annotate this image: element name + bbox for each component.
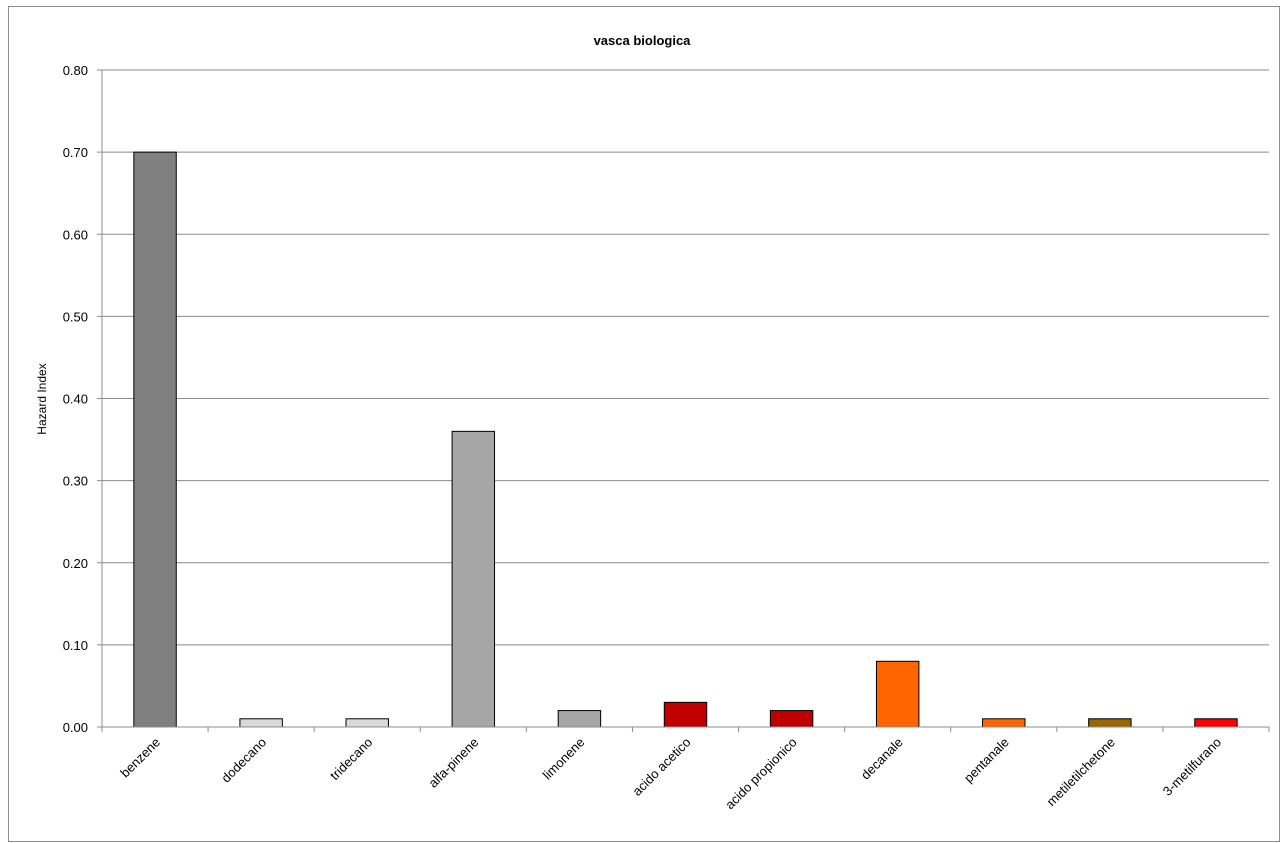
tick-labels: 0.00 0.10 0.20 0.30 0.40 0.50 0.60 0.70 0.80 benz… <box>63 63 1224 812</box>
x-tick-label: benzene <box>117 735 163 781</box>
x-tick-label: 3-metilfurano <box>1160 735 1224 799</box>
bar <box>451 430 496 728</box>
bars <box>133 151 1238 728</box>
bar <box>663 701 708 728</box>
bar <box>982 718 1026 728</box>
bar <box>345 718 389 728</box>
y-tick-label: 0.20 <box>63 556 88 571</box>
y-tick-label: 0.50 <box>63 309 88 324</box>
x-tick-label: dodecano <box>218 735 269 786</box>
x-tick-label: acido acetico <box>629 735 693 799</box>
x-tick-label: pentanale <box>961 735 1012 786</box>
bar <box>239 718 283 728</box>
x-tick-label: decanale <box>858 735 906 783</box>
y-axis-title: Hazard Index <box>35 363 49 434</box>
chart-title: vasca biologica <box>594 33 692 48</box>
x-tick-label: limonene <box>540 735 588 783</box>
bar <box>1088 718 1132 728</box>
bar <box>557 710 602 728</box>
chart-frame <box>8 6 1280 842</box>
y-tick-label: 0.30 <box>63 474 88 489</box>
bar <box>769 710 814 728</box>
x-tick-label: alfa-pinene <box>425 735 481 791</box>
y-tick-label: 0.00 <box>63 720 88 735</box>
x-tick-label: acido propionico <box>722 735 800 813</box>
y-tick-label: 0.40 <box>63 392 88 407</box>
bar <box>875 660 920 728</box>
gridlines <box>97 69 1269 728</box>
x-tick-label: metiletilchetone <box>1044 735 1118 809</box>
y-tick-label: 0.70 <box>63 145 88 160</box>
axes <box>101 70 1270 732</box>
y-tick-label: 0.10 <box>63 638 88 653</box>
bar <box>1194 718 1238 728</box>
y-tick-label: 0.60 <box>63 227 88 242</box>
x-tick-label: tridecano <box>327 735 375 783</box>
bar <box>133 151 177 728</box>
y-tick-label: 0.80 <box>63 63 88 78</box>
